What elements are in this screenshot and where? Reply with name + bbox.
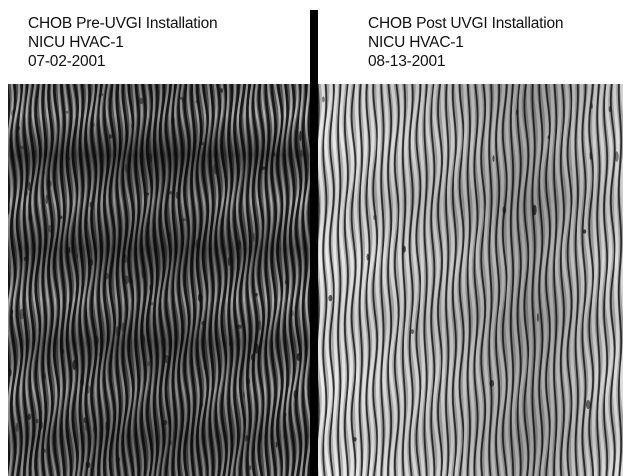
pre-uvgi-caption-line3: 07-02-2001 bbox=[28, 53, 106, 70]
pre-uvgi-panel: CHOB Pre-UVGI Installation NICU HVAC-1 0… bbox=[0, 0, 310, 476]
post-uvgi-caption-line3: 08-13-2001 bbox=[368, 53, 446, 70]
pre-uvgi-coil-image bbox=[8, 84, 310, 476]
post-uvgi-panel: CHOB Post UVGI Installation NICU HVAC-1 … bbox=[318, 0, 627, 476]
pre-uvgi-caption-line1: CHOB Pre-UVGI Installation bbox=[28, 15, 218, 32]
pre-uvgi-caption: CHOB Pre-UVGI Installation NICU HVAC-1 0… bbox=[28, 14, 218, 71]
pre-uvgi-coil-photo bbox=[8, 84, 310, 476]
post-uvgi-coil-image bbox=[318, 84, 623, 476]
panel-divider bbox=[310, 10, 318, 476]
post-uvgi-caption-line1: CHOB Post UVGI Installation bbox=[368, 15, 564, 32]
pre-uvgi-caption-line2: NICU HVAC-1 bbox=[28, 34, 124, 51]
post-uvgi-caption-line2: NICU HVAC-1 bbox=[368, 34, 464, 51]
post-uvgi-caption: CHOB Post UVGI Installation NICU HVAC-1 … bbox=[368, 14, 564, 71]
post-uvgi-coil-photo bbox=[318, 84, 623, 476]
